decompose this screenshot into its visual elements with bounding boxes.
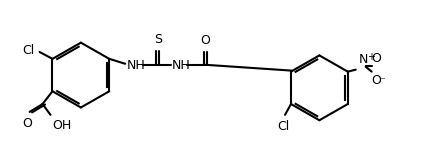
Text: NH: NH bbox=[127, 59, 146, 72]
Text: S: S bbox=[154, 33, 162, 46]
Text: Cl: Cl bbox=[277, 120, 289, 133]
Text: ⁻: ⁻ bbox=[380, 76, 385, 87]
Text: O: O bbox=[201, 34, 211, 47]
Text: Cl: Cl bbox=[23, 43, 34, 57]
Text: NH: NH bbox=[172, 59, 191, 72]
Text: O: O bbox=[372, 74, 381, 87]
Text: N: N bbox=[359, 53, 368, 66]
Text: OH: OH bbox=[53, 119, 72, 132]
Text: +: + bbox=[367, 52, 375, 62]
Text: O: O bbox=[372, 52, 381, 65]
Text: O: O bbox=[23, 117, 33, 130]
